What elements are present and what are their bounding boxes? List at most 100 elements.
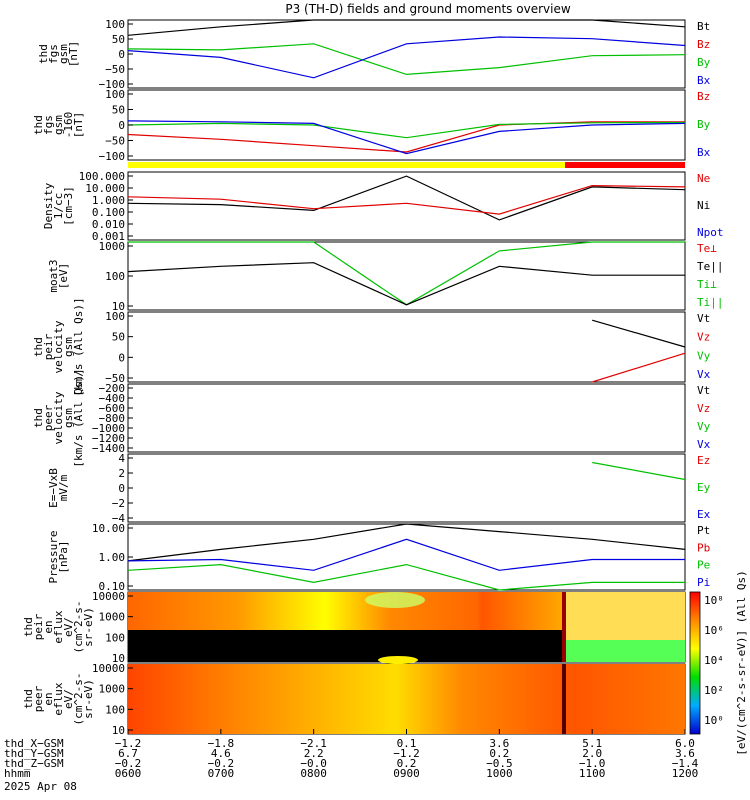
series-fgs2-By	[127, 121, 686, 139]
series-temp-Te||	[127, 262, 685, 306]
ytick-label: 10000	[92, 590, 125, 603]
series-temp-Ti||	[128, 241, 685, 306]
legend-peer: Vz	[697, 402, 710, 415]
xaxis-tick-label: 0.2	[397, 757, 417, 770]
series-efield-Ey	[592, 461, 686, 481]
ytick-label: −400	[99, 392, 126, 405]
legend-efield: Ex	[697, 508, 711, 521]
xaxis-tick-label: 3.6	[675, 747, 695, 760]
ylabel-spec_i: peir	[32, 613, 45, 640]
legend-fgs2: Bx	[697, 146, 711, 159]
legend-fgs: Bt	[697, 20, 710, 33]
ylabel-peer: gsm	[62, 408, 75, 428]
ytick-label: 1000	[99, 240, 126, 253]
ylabel-fgs: [nT]	[67, 41, 80, 68]
ytick-label: 100	[105, 703, 125, 716]
ylabel-peir: thd	[32, 337, 45, 357]
ytick-label: 0	[118, 482, 125, 495]
series-fgs2-Bz	[127, 121, 685, 153]
xaxis-tick-label: 1200	[672, 767, 699, 780]
xaxis-tick-label: 0.2	[489, 747, 509, 760]
chart-title: P3 (TH-D) fields and ground moments over…	[285, 2, 570, 16]
ylabel-fgs2: fgs	[42, 115, 55, 135]
ytick-label: 0	[118, 48, 125, 61]
xaxis-tick-label: −2.1	[300, 737, 327, 750]
xaxis-tick-label: 6.7	[118, 747, 138, 760]
ytick-label: 0.10	[99, 580, 126, 593]
ylabel-peir: velocity	[52, 320, 65, 373]
ytick-label: 10.00	[92, 522, 125, 535]
legend-peir: Vx	[697, 368, 711, 381]
xaxis-tick-label: −0.0	[300, 757, 327, 770]
xaxis-tick-label: 1000	[486, 767, 513, 780]
ytick-label: 10.000	[85, 182, 125, 195]
ylabel-spec_i: (cm^2-s-	[72, 601, 85, 654]
ytick-label: −1400	[92, 442, 125, 455]
series-fgs-By	[127, 43, 686, 76]
legend-efield: Ey	[697, 481, 711, 494]
ytick-label: 1.000	[92, 194, 125, 207]
colorbar-tick: 10⁶	[704, 624, 724, 637]
ylabel-spec_e: eV/	[62, 689, 75, 709]
series-fgs2-Bx	[127, 120, 686, 155]
ytick-label: 0	[118, 119, 125, 132]
ytick-label: −100	[99, 150, 126, 163]
ylabel-efield: E=−VxB	[47, 468, 60, 508]
series-peir-Vt	[592, 319, 686, 348]
xaxis-tick-label: −1.2	[115, 737, 142, 750]
ytick-label: 100	[105, 88, 125, 101]
ytick-label: 0.100	[92, 206, 125, 219]
legend-dens: Npot	[697, 226, 724, 239]
ytick-label: 2	[118, 467, 125, 480]
xaxis-row-label: thd_X−GSM	[4, 737, 64, 750]
legend-fgs: By	[697, 56, 711, 69]
ylabel-spec_i: sr-eV)	[82, 607, 95, 647]
ytick-label: −50	[105, 63, 125, 76]
ion-spectrogram	[128, 592, 685, 662]
ytick-label: 100	[105, 18, 125, 31]
ylabel-peir: gsm	[62, 337, 75, 357]
legend-press: Pb	[697, 541, 710, 554]
ylabel-peer: thd	[32, 408, 45, 428]
ylabel-fgs: gsm	[57, 44, 70, 64]
legend-press: Pe	[697, 559, 710, 572]
ylabel-peir: [km/s (All Qs)]	[72, 297, 85, 396]
ylabel-spec_e: sr-eV)	[82, 679, 95, 719]
xaxis-tick-label: 0.1	[397, 737, 417, 750]
ylabel-spec_i: en	[42, 620, 55, 633]
ylabel-spec_i: thd	[22, 617, 35, 637]
legend-peir: Vt	[697, 312, 710, 325]
series-press-Pe	[127, 563, 685, 591]
ylabel-temp: moat3	[47, 259, 60, 292]
status-bar-yellow	[128, 162, 565, 168]
ytick-label: 0	[118, 351, 125, 364]
xaxis-tick-label: 2.0	[582, 747, 602, 760]
ytick-label: −600	[99, 402, 126, 415]
ylabel-fgs: fgs	[47, 44, 60, 64]
xaxis-tick-label: 0900	[393, 767, 420, 780]
legend-fgs2: Bz	[697, 90, 710, 103]
ylabel-spec_i: eflux	[52, 610, 65, 643]
legend-dens: Ni	[697, 199, 710, 212]
colorbar-label: [eV/(cm^2-s-sr-eV)] (All Qs)	[735, 570, 748, 755]
ytick-label: 1000	[99, 611, 126, 624]
ylabel-fgs2: [nT]	[72, 112, 85, 139]
ylabel-spec_e: eflux	[52, 682, 65, 715]
ytick-label: −1200	[92, 432, 125, 445]
xaxis-row-label: thd_Y−GSM	[4, 747, 64, 760]
ylabel-fgs2: thd	[32, 115, 45, 135]
xaxis-tick-label: −0.2	[208, 757, 235, 770]
ylabel-peir: peir	[42, 333, 55, 360]
ylabel-temp: [eV]	[57, 263, 70, 290]
xaxis-tick-label: −1.4	[672, 757, 699, 770]
legend-dens: Ne	[697, 172, 710, 185]
legend-peer: Vx	[697, 438, 711, 451]
colorbar-tick: 10⁴	[704, 654, 724, 667]
panel-frame-press	[127, 523, 686, 591]
colorbar	[689, 591, 701, 735]
ylabel-spec_i: eV/	[62, 617, 75, 637]
xaxis-tick-label: 1100	[579, 767, 606, 780]
series-press-Pt	[127, 523, 686, 562]
xaxis-tick-label: −1.2	[393, 747, 420, 760]
